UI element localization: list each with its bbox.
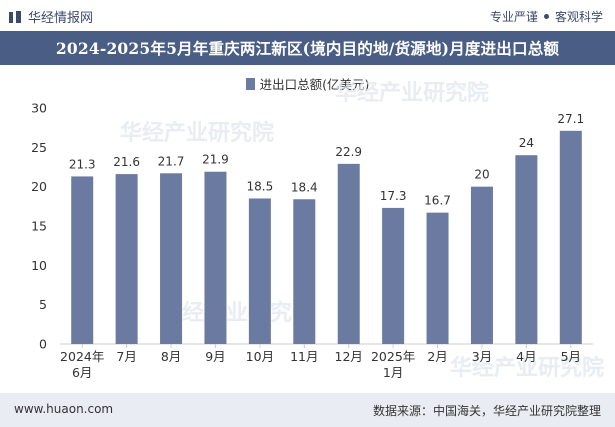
chart-title: 2024-2025年5月年重庆两江新区(境内目的地/货源地)月度进出口总额: [55, 39, 560, 58]
bar-value-label: 21.9: [202, 153, 229, 167]
bar[interactable]: [515, 155, 538, 344]
bar[interactable]: [204, 171, 227, 344]
y-tick-label: 5: [39, 297, 47, 312]
x-tick-label: 6月: [72, 365, 92, 380]
watermark-text: 华经产业研究院: [450, 355, 604, 381]
bar-value-label: 18.4: [291, 180, 318, 194]
watermark-text: 华经产业研究院: [120, 120, 274, 146]
x-tick-label: 9月: [205, 349, 225, 364]
chart-legend[interactable]: 进出口总额(亿美元): [0, 74, 615, 93]
y-tick-label: 0: [39, 337, 47, 352]
x-tick-label: 4月: [516, 349, 536, 364]
tagline-left: 专业严谨: [489, 10, 538, 24]
y-tick-label: 20: [31, 179, 47, 194]
x-tick-label: 5月: [561, 349, 581, 364]
bar-value-label: 20: [474, 168, 489, 182]
bar[interactable]: [382, 207, 405, 344]
bar[interactable]: [426, 212, 449, 344]
bar-value-label: 17.3: [380, 189, 407, 203]
bar-value-label: 21.3: [69, 157, 96, 171]
brand-name: 华经情报网: [28, 11, 94, 26]
bar-value-label: 22.9: [335, 145, 362, 159]
bar[interactable]: [337, 163, 360, 344]
x-tick-label: 8月: [161, 349, 181, 364]
bars: 21.3 21.6 21.7 21.9 18.5 18.4 22.9 17.3 16.7 20 24…: [69, 112, 584, 344]
y-tick-label: 15: [31, 219, 47, 234]
x-tick-label: 12月: [335, 349, 363, 364]
x-tick-label: 2月: [427, 349, 447, 364]
x-tick-label: 11月: [290, 349, 318, 364]
bar[interactable]: [71, 176, 94, 344]
x-tick-label: 7月: [116, 349, 136, 364]
bar-value-label: 18.5: [247, 179, 274, 193]
footer-website[interactable]: www.huaon.com: [14, 402, 114, 416]
y-tick-label: 25: [31, 140, 47, 155]
x-tick-label: 3月: [472, 349, 492, 364]
bar-value-label: 16.7: [424, 194, 451, 208]
tagline-right: 客观科学: [554, 10, 603, 24]
watermark-text: 华经产业研究院: [160, 300, 314, 326]
legend-swatch: [245, 77, 255, 90]
watermark-text: 华经产业研究院: [335, 80, 489, 106]
footer: www.huaon.com 数据来源：中国海关，华经产业研究院整理: [0, 393, 615, 427]
y-axis: 0 5 10 15 20 25 30: [31, 101, 593, 352]
brand-logo-icon: [9, 10, 21, 23]
y-tick-label: 10: [31, 258, 47, 273]
bar[interactable]: [160, 173, 183, 344]
chart-title-bar: 2024-2025年5月年重庆两江新区(境内目的地/货源地)月度进出口总额: [0, 31, 615, 65]
bar[interactable]: [115, 174, 138, 344]
x-tick-label: 1月: [383, 365, 403, 380]
y-tick-label: 30: [31, 101, 47, 116]
x-tick-label: 2024年: [60, 349, 104, 364]
bar[interactable]: [248, 198, 271, 344]
x-tick-label: 10月: [246, 349, 274, 364]
bar-value-label: 21.7: [158, 154, 185, 168]
legend-label: 进出口总额(亿美元): [259, 77, 370, 92]
footer-source: 数据来源：中国海关，华经产业研究院整理: [372, 404, 601, 418]
top-bar: 华经情报网 专业严谨 客观科学: [0, 0, 615, 30]
tagline: 专业严谨 客观科学: [490, 8, 603, 25]
bar[interactable]: [559, 130, 582, 344]
x-tick-label: 2025年: [371, 349, 415, 364]
bar-value-label: 24: [519, 136, 534, 150]
brand[interactable]: 华经情报网: [8, 7, 93, 26]
bullet-dot-icon: [543, 14, 549, 19]
bar-value-label: 27.1: [557, 112, 584, 126]
bar-value-label: 21.6: [113, 155, 140, 169]
bar[interactable]: [293, 199, 316, 344]
bar[interactable]: [470, 186, 493, 344]
